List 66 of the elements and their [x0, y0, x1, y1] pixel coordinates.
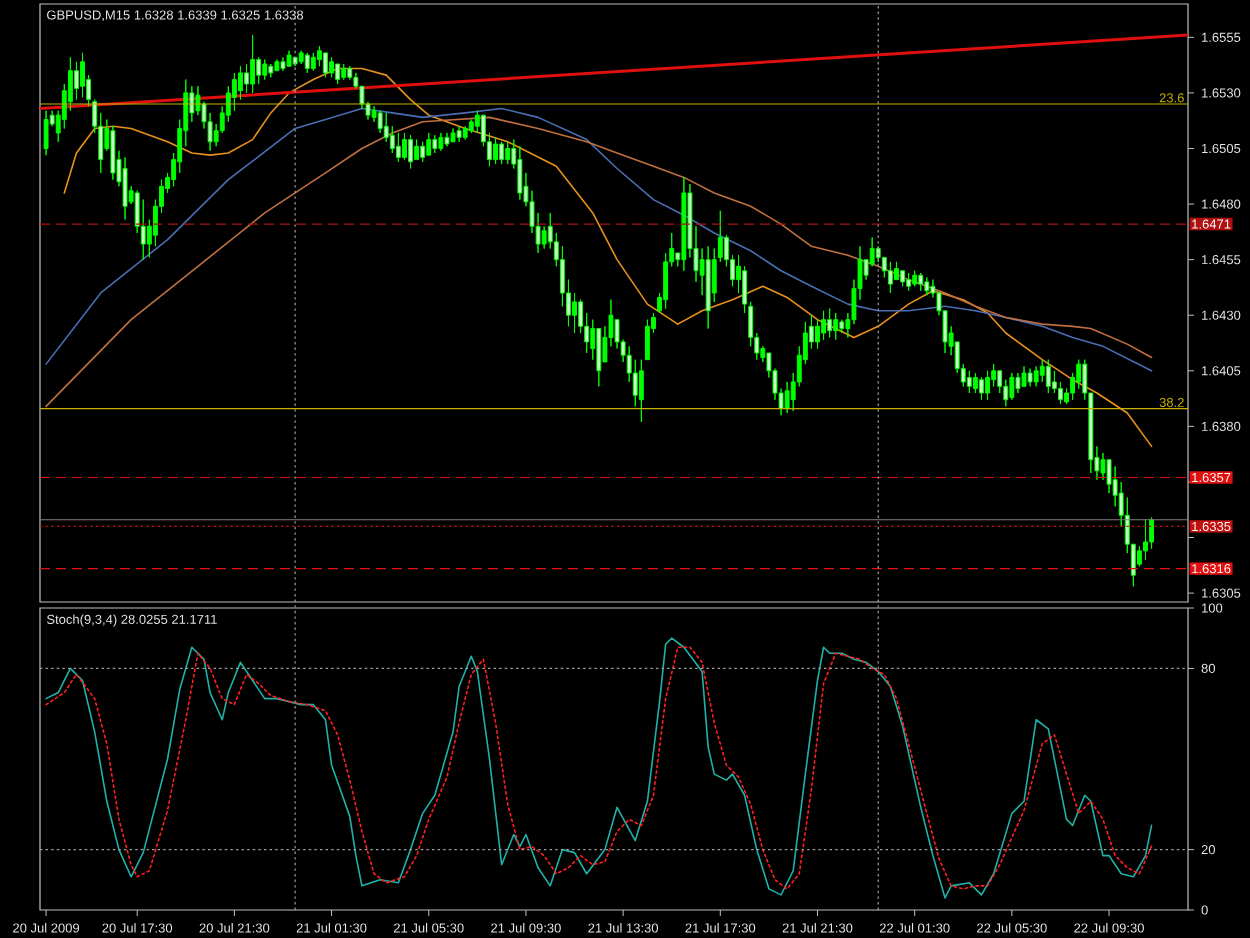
candlestick	[827, 308, 833, 338]
candlestick	[1143, 519, 1148, 561]
candlestick	[821, 310, 827, 341]
candlestick	[335, 63, 341, 85]
candlestick	[985, 370, 991, 401]
candlestick	[250, 34, 256, 94]
candlestick	[444, 132, 450, 147]
candlestick	[912, 270, 918, 287]
candlestick	[1027, 368, 1033, 387]
candlestick	[280, 56, 286, 72]
candlestick	[833, 312, 839, 341]
candlestick	[420, 141, 426, 163]
candlestick	[274, 59, 280, 72]
candlestick	[462, 125, 468, 141]
candlestick	[839, 319, 845, 334]
candlestick	[395, 132, 401, 163]
candlestick	[298, 50, 304, 65]
candlestick	[408, 134, 413, 169]
candlestick	[596, 328, 602, 387]
candlestick	[122, 156, 128, 221]
candlestick	[450, 127, 456, 143]
candlestick	[80, 52, 85, 98]
candlestick	[1045, 359, 1051, 394]
candlestick	[493, 136, 499, 165]
candlestick	[972, 372, 978, 394]
candlestick	[377, 110, 383, 134]
candlestick	[681, 176, 687, 272]
candlestick	[456, 125, 462, 143]
candlestick	[323, 52, 328, 78]
line-series	[63, 67, 1153, 448]
candlestick	[887, 261, 893, 294]
candlestick	[1021, 365, 1027, 387]
candlestick	[638, 359, 644, 423]
candlestick	[784, 381, 790, 414]
candlestick	[414, 139, 420, 161]
candlestick	[140, 199, 146, 261]
candlestick	[499, 141, 505, 165]
candlestick	[329, 56, 335, 78]
candlestick	[347, 65, 353, 81]
candlestick	[341, 63, 347, 81]
candlestick	[432, 134, 438, 154]
candlestick	[262, 59, 268, 81]
candlestick	[906, 272, 912, 292]
candlestick	[402, 132, 407, 161]
candlestick	[110, 125, 116, 181]
candlestick	[815, 319, 820, 350]
candlestick	[1033, 365, 1039, 387]
candlestick	[268, 63, 274, 78]
candlestick	[426, 132, 432, 156]
candlestick	[304, 52, 310, 74]
candlestick	[705, 245, 711, 330]
candlestick	[43, 110, 49, 156]
candlestick	[517, 145, 523, 201]
candlestick	[900, 270, 905, 287]
candlestick	[310, 52, 316, 72]
candlestick	[468, 119, 474, 134]
candlestick	[438, 132, 444, 152]
candlestick	[918, 272, 924, 292]
candlestick	[966, 370, 972, 394]
candlestick	[1009, 372, 1015, 401]
candlestick	[979, 376, 984, 401]
candlestick	[286, 50, 292, 67]
candlestick	[505, 141, 511, 165]
candlestick	[924, 276, 930, 296]
candlestick	[1015, 372, 1021, 394]
candlestick	[644, 319, 650, 361]
